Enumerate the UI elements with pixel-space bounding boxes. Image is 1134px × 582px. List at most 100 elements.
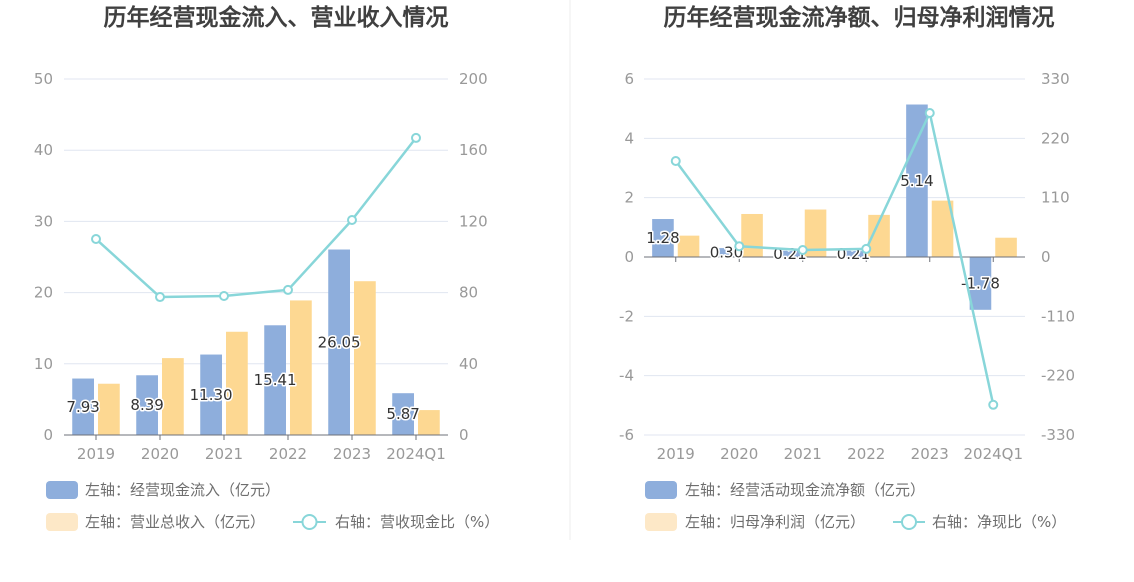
chart-1-series-1-data-label-2023: 26.05 — [318, 333, 361, 351]
chart-2-series-2-bar-2024Q1 — [995, 237, 1017, 257]
chart-1-series-1-data-label-2019: 7.93 — [66, 398, 99, 416]
chart-2-y-left-tick-label-6: 4 — [624, 129, 634, 147]
chart-1-title: 历年经营现金流入、营业收入情况 — [104, 4, 449, 31]
chart-1-markers-layer — [91, 132, 421, 303]
chart-1-ticks-layer: 0 10 20 30 40 50 0 40 80 120 160 200 2019 2020 2021 202… — [34, 70, 488, 463]
legend-label: 右轴：净现比（%） — [932, 513, 1066, 531]
chart-1-series-3-line — [95, 137, 417, 299]
chart-2-series-1-bar-2019 — [652, 219, 674, 257]
chart-1-x-tick-label-2022: 2022 — [269, 445, 307, 463]
chart-2-legend-item-series-3[interactable]: 右轴：净现比（%） — [893, 513, 1066, 531]
legend-label: 左轴：经营活动现金流净额（亿元） — [685, 481, 925, 499]
chart-1-series-2-bar-2020 — [162, 358, 184, 435]
chart-1-y-right-tick-label-2: 40 — [459, 355, 478, 373]
chart-2-series-3-line — [674, 111, 995, 406]
chart-1-series-3-point-2020 — [155, 292, 165, 303]
chart-2-x-tick-label-2020: 2020 — [720, 445, 758, 463]
chart-1-y-left-tick-label-5: 40 — [34, 141, 53, 159]
chart-2-y-right-tick-label-7: 330 — [1041, 70, 1070, 88]
chart-1-axis-layer — [64, 434, 448, 440]
chart-2-series-2-bar-2020 — [741, 213, 763, 257]
chart-2-bars-layer — [652, 104, 1017, 310]
chart-1-series-1-bar-2019 — [72, 378, 94, 435]
chart-2-series-3-point-2021 — [797, 244, 808, 255]
legend-label: 左轴：归母净利润（亿元） — [685, 513, 865, 531]
chart-1-series-1-bar-2023 — [328, 249, 350, 435]
chart-2-y-right-tick-label-2: -220 — [1041, 367, 1075, 385]
chart-1-series-1-data-label-2024Q1: 5.87 — [386, 405, 419, 423]
legend-bar-swatch-icon — [46, 513, 78, 531]
legend-label: 左轴：营业总收入（亿元） — [85, 513, 265, 531]
chart-2-x-tick-label-2024Q1: 2024Q1 — [963, 445, 1023, 463]
chart-1-series-3-point-2024Q1 — [411, 132, 421, 143]
chart-1-y-left-tick-label-2: 10 — [34, 355, 53, 373]
chart-2-series-1-bar-2021 — [779, 250, 801, 257]
chart-1-series-3-point-2023 — [347, 214, 357, 225]
chart-1-x-tick-label-2021: 2021 — [205, 445, 243, 463]
chart-1-x-tick-label-2023: 2023 — [333, 445, 371, 463]
legend-bar-swatch-icon — [46, 481, 78, 499]
legend-label: 左轴：经营现金流入（亿元） — [85, 481, 280, 499]
legend-bar-swatch-icon — [645, 481, 677, 499]
chart-2-title: 历年经营现金流净额、归母净利润情况 — [664, 4, 1055, 31]
chart-1-legend-item-series-3[interactable]: 右轴：营收现金比（%） — [293, 513, 499, 531]
chart-2-series-3-point-2019 — [670, 155, 681, 166]
chart-2-series-1-data-label-2023: 5.14 — [900, 172, 933, 190]
chart-1-labels-layer: 7.93 8.39 11.30 15.41 26.05 5.87 — [65, 332, 421, 425]
chart-1-series-2-bar-2019 — [98, 383, 120, 435]
chart-2-y-right-tick-label-4: 0 — [1041, 248, 1051, 266]
chart-2-legend-item-series-2[interactable]: 左轴：归母净利润（亿元） — [645, 513, 865, 531]
chart-2-legend-item-series-1[interactable]: 左轴：经营活动现金流净额（亿元） — [645, 481, 925, 499]
chart-1-y-left-tick-label-6: 50 — [34, 70, 53, 88]
chart-2: 历年经营现金流净额、归母净利润情况 -6 -4 -2 0 2 4 6 -330 -220 -110… — [619, 4, 1075, 531]
chart-2-y-right-tick-label-1: -330 — [1041, 426, 1075, 444]
chart-2-y-left-tick-label-3: -2 — [619, 307, 634, 325]
chart-1-series-1-bar-2022 — [264, 325, 286, 435]
chart-2-y-right-tick-label-6: 220 — [1041, 129, 1070, 147]
chart-2-ticks-layer: -6 -4 -2 0 2 4 6 -330 -220 -110 0 110 220 330 2019 2020… — [619, 70, 1075, 463]
chart-2-x-tick-label-2021: 2021 — [784, 445, 822, 463]
chart-2-series-2-bar-2021 — [804, 209, 827, 257]
chart-1-series-3-point-2021 — [219, 290, 229, 301]
chart-1-y-right-tick-label-6: 200 — [459, 70, 488, 88]
chart-1-y-right-tick-label-5: 160 — [459, 141, 488, 159]
chart-1-legend-item-series-1[interactable]: 左轴：经营现金流入（亿元） — [46, 481, 280, 499]
chart-1-y-right-tick-label-3: 80 — [459, 284, 478, 302]
legend-bar-swatch-icon — [645, 513, 677, 531]
chart-1-legend-item-series-2[interactable]: 左轴：营业总收入（亿元） — [46, 513, 265, 531]
legend-label: 右轴：营收现金比（%） — [335, 513, 499, 531]
chart-2-plot: -6 -4 -2 0 2 4 6 -330 -220 -110 0 110 220 330 2019 2020… — [619, 70, 1075, 463]
chart-2-series-2-bar-2023 — [931, 200, 954, 257]
chart-1-lines-layer — [95, 137, 417, 299]
chart-1-series-2-bar-2024Q1 — [418, 410, 440, 435]
chart-2-x-tick-label-2022: 2022 — [847, 445, 885, 463]
chart-2-series-1-data-label-2024Q1: -1.78 — [961, 274, 1000, 292]
chart-1-x-tick-label-2024Q1: 2024Q1 — [386, 445, 446, 463]
chart-2-y-left-tick-label-2: -4 — [619, 367, 634, 385]
chart-1-series-2-bar-2021 — [226, 331, 248, 435]
chart-2-y-left-tick-label-7: 6 — [624, 70, 634, 88]
legend-circle-marker-icon — [901, 514, 917, 530]
chart-1-series-1-data-label-2021: 11.30 — [190, 386, 233, 404]
chart-1-y-right-tick-label-4: 120 — [459, 212, 488, 230]
chart-2-axis-layer — [644, 256, 1025, 262]
chart-2-series-2-bar-2019 — [677, 235, 700, 257]
chart-1-y-left-tick-label-4: 30 — [34, 212, 53, 230]
chart-2-y-right-tick-label-5: 110 — [1041, 189, 1070, 207]
chart-2-series-1-data-label-2019: 1.28 — [646, 229, 679, 247]
chart-2-legend: 左轴：经营活动现金流净额（亿元） 左轴：归母净利润（亿元） 右轴：净现比（%） — [645, 481, 1066, 531]
chart-1-series-1-data-label-2022: 15.41 — [254, 371, 297, 389]
chart-2-series-2-bar-2022 — [868, 214, 890, 257]
chart-1-y-left-tick-label-1: 0 — [43, 426, 53, 444]
chart-1-series-2-bar-2022 — [290, 300, 312, 435]
chart-2-lines-layer — [674, 111, 995, 406]
chart-2-y-left-tick-label-5: 2 — [624, 189, 634, 207]
chart-1-series-1-bar-2024Q1 — [392, 393, 414, 435]
chart-2-markers-layer — [670, 107, 999, 410]
chart-1-series-1-bar-2020 — [136, 375, 158, 435]
chart-2-x-tick-label-2019: 2019 — [657, 445, 695, 463]
chart-2-series-3-point-2022 — [861, 243, 872, 254]
chart-2-y-left-tick-label-4: 0 — [624, 248, 634, 266]
chart-1-series-1-data-label-2020: 8.39 — [130, 396, 163, 414]
